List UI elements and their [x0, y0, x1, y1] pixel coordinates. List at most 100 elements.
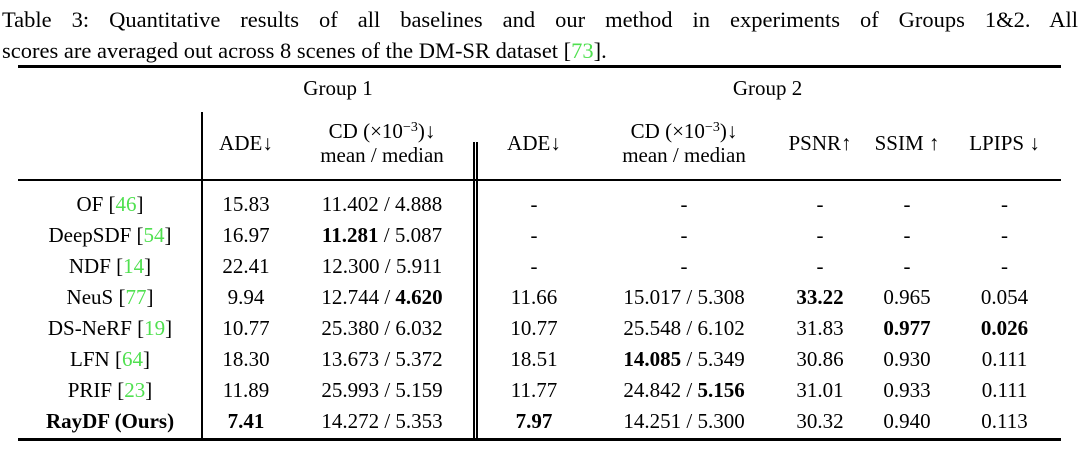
method-cell: LFN [64] — [70, 347, 150, 371]
citation-number: 54 — [143, 223, 165, 247]
group-header-row: Group 1 Group 2 — [18, 69, 1061, 107]
cell-ade1: 22.41 — [222, 254, 270, 278]
table-row: RayDF (Ours) 7.41 14.272 / 5.353 7.97 14.251… — [18, 406, 1061, 437]
method-cell: NeuS [77] — [66, 285, 154, 309]
table-bottom-rule — [18, 438, 1061, 441]
method-name: NeuS — [66, 285, 114, 309]
method-name: LFN — [70, 347, 110, 371]
cell-ade1: 9.94 — [227, 285, 265, 309]
caption-line-2: scores are averaged out across 8 scenes … — [2, 35, 1078, 66]
method-cell: PRIF [23] — [67, 378, 153, 402]
cell-ssim: - — [903, 223, 911, 247]
table-row: NDF [14] 22.41 12.300 / 5.911 - - - - - — [18, 251, 1061, 282]
table-row: DeepSDF [54] 16.97 11.281 / 5.087 - - - - - — [18, 220, 1061, 251]
cell-cd1: 25.380 / 6.032 — [321, 316, 443, 340]
cell-lpips: 0.054 — [980, 285, 1029, 309]
cell-ade1: 18.30 — [222, 347, 270, 371]
corner-cell — [18, 107, 202, 181]
method-name: PRIF — [67, 378, 113, 402]
cell-ssim: - — [903, 254, 911, 278]
table-double-vertical-rule — [473, 142, 478, 438]
results-table: Group 1 Group 2 ADE↓ CD (×10−3)↓ mean / … — [18, 69, 1061, 437]
cell-cd2: 25.548 / 6.102 — [623, 316, 745, 340]
method-name: RayDF (Ours) — [45, 409, 175, 433]
col-header-cd-group2: CD (×10−3)↓ mean / median — [594, 107, 774, 181]
cell-psnr: 31.83 — [796, 316, 844, 340]
citation-number: 46 — [115, 192, 137, 216]
cell-cd2: - — [680, 192, 688, 216]
cd-exponent: −3 — [402, 119, 418, 135]
cd-label: CD (×10 — [630, 119, 705, 144]
col-header-lpips: LPIPS ↓ — [969, 131, 1040, 156]
cell-ade1: 7.41 — [227, 409, 265, 433]
cell-ssim: - — [903, 192, 911, 216]
cell-lpips: 0.113 — [981, 409, 1028, 433]
cell-ssim: 0.977 — [883, 316, 931, 340]
corner-cell — [18, 69, 202, 107]
col-header-ssim: SSIM ↑ — [874, 131, 940, 156]
cell-cd2: - — [680, 223, 688, 247]
cd-sublabel: mean / median — [320, 143, 444, 167]
cell-ssim: 0.940 — [883, 409, 931, 433]
table-mid-rule — [18, 179, 1061, 181]
method-cell: OF [46] — [76, 192, 144, 216]
method-name: DS-NeRF — [47, 316, 132, 340]
citation-number: 19 — [144, 316, 166, 340]
cd-exponent: −3 — [704, 119, 720, 135]
cell-cd1: 12.744 / 4.620 — [321, 285, 443, 309]
spacer-row — [18, 181, 1061, 189]
citation-number: 73 — [571, 38, 594, 63]
cell-ade1: 16.97 — [222, 223, 270, 247]
cell-psnr: - — [816, 223, 824, 247]
caption-text-3: ]. — [593, 38, 607, 63]
cell-cd2: 15.017 / 5.308 — [623, 285, 745, 309]
cell-cd2: 24.842 / 5.156 — [623, 378, 745, 402]
cell-cd1: 13.673 / 5.372 — [321, 347, 443, 371]
table-top-rule — [18, 65, 1061, 68]
table-row: NeuS [77] 9.94 12.744 / 4.620 11.66 15.017 /… — [18, 282, 1061, 313]
citation-number: 64 — [121, 347, 143, 371]
cell-ade2: 10.77 — [510, 316, 558, 340]
cell-ade2: - — [530, 223, 538, 247]
column-header-row: ADE↓ CD (×10−3)↓ mean / median ADE↓ CD (… — [18, 107, 1061, 181]
cell-cd1: 14.272 / 5.353 — [321, 409, 443, 433]
cell-ade2: 18.51 — [510, 347, 558, 371]
cd-label-suffix: )↓ — [417, 119, 436, 144]
table-row: DS-NeRF [19] 10.77 25.380 / 6.032 10.77 25.5… — [18, 313, 1061, 344]
cell-ade1: 15.83 — [222, 192, 270, 216]
cd-label-suffix: )↓ — [719, 119, 738, 144]
cell-cd1: 25.993 / 5.159 — [321, 378, 443, 402]
cell-ade2: 11.77 — [510, 378, 558, 402]
caption-text-2: scores are averaged out across 8 scenes … — [2, 38, 572, 63]
cell-lpips: - — [1001, 254, 1009, 278]
group-1-header: Group 1 — [303, 75, 373, 100]
cell-ade2: - — [530, 192, 538, 216]
cell-cd1: 12.300 / 5.911 — [321, 254, 443, 278]
method-name: NDF — [68, 254, 111, 278]
cd-sublabel: mean / median — [622, 143, 746, 167]
cell-cd1: 11.281 / 5.087 — [321, 223, 443, 247]
col-header-ade-group2: ADE↓ — [507, 131, 561, 156]
cell-psnr: 33.22 — [796, 285, 844, 309]
cell-lpips: 0.111 — [981, 378, 1028, 402]
cell-lpips: - — [1001, 223, 1009, 247]
cell-ade1: 11.89 — [222, 378, 270, 402]
method-cell: DeepSDF [54] — [48, 223, 172, 247]
col-header-ade-group1: ADE↓ — [219, 131, 273, 156]
cell-psnr: 31.01 — [796, 378, 844, 402]
cell-cd2: - — [680, 254, 688, 278]
cell-lpips: 0.111 — [981, 347, 1028, 371]
method-cell: RayDF (Ours) — [18, 406, 202, 437]
method-cell: DS-NeRF [19] — [47, 316, 173, 340]
cell-psnr: - — [816, 254, 824, 278]
cell-ade1: 10.77 — [222, 316, 270, 340]
cell-cd1: 11.402 / 4.888 — [321, 192, 443, 216]
cell-ade2: - — [530, 254, 538, 278]
cell-ade2: 7.97 — [515, 409, 553, 433]
cell-psnr: - — [816, 192, 824, 216]
cell-lpips: - — [1001, 192, 1009, 216]
cd-label: CD (×10 — [328, 119, 403, 144]
group-2-header: Group 2 — [732, 75, 803, 100]
cell-ssim: 0.933 — [883, 378, 931, 402]
